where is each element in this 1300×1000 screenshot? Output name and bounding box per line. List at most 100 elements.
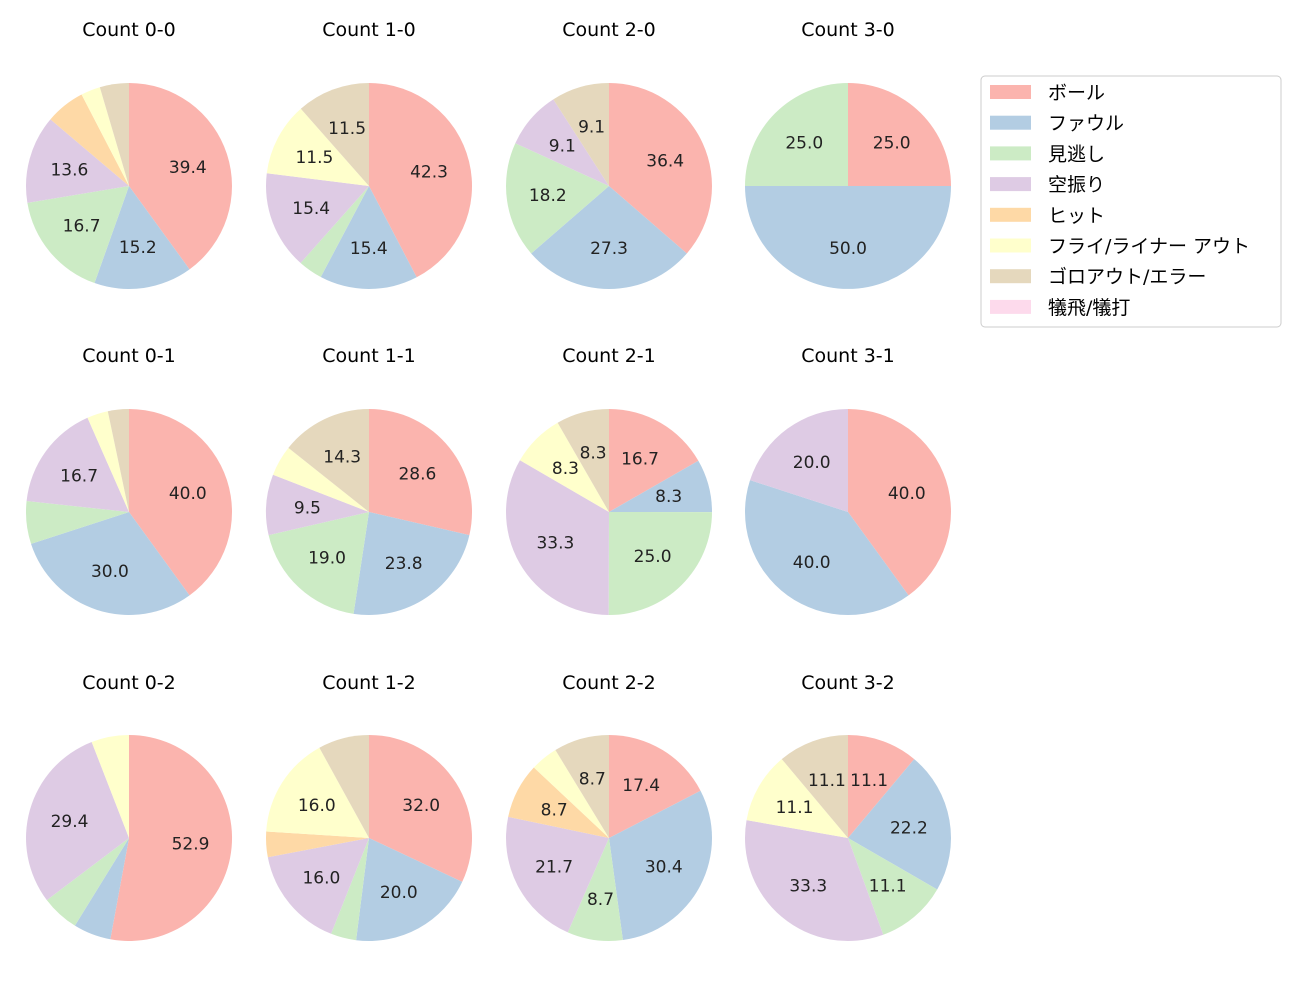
pie-slice-6 [87,411,129,512]
slice-label: 25.0 [873,133,911,153]
pie-title: Count 3-0 [801,19,895,41]
legend-label: ファウル [1048,113,1124,135]
pie-slice-7 [300,83,369,186]
pie-slice-3 [26,501,129,544]
pie-5: Count 0-1 40.0 30.0 16.7 [26,345,232,616]
pie-1: Count 0-0 39.4 15.2 16.7 13.6 [26,19,232,289]
pie-slice-3 [268,512,369,614]
slice-label: 8.7 [579,770,606,790]
pie-3: Count 2-0 36.4 27.3 18.2 9.19.1 [506,19,712,289]
pie-slice-3 [46,838,129,926]
pie-slice-3 [745,83,848,186]
pie-slice-6 [266,108,369,186]
pie-slice-6 [533,750,609,838]
pie-8: Count 3-1 40.0 40.0 20.0 [744,345,951,616]
slice-label: 40.0 [793,553,831,573]
pie-slice-7 [288,409,369,512]
pie-slice-6 [273,447,369,512]
legend-swatch [990,269,1031,284]
pie-title: Count 3-1 [801,345,895,367]
slice-label: 39.4 [169,158,207,178]
pie-slice-3 [567,838,623,941]
pie-slice-2 [531,186,687,289]
pie-2: Count 1-0 42.3 15.4 15.4 11.5 11.5 [265,19,473,290]
pie-slice-3 [848,838,938,935]
pie-slice-5 [50,94,129,186]
slice-label: 9.1 [578,118,605,138]
pie-slice-2 [356,838,463,942]
pie-slice-7 [781,735,848,838]
slice-label: 11.1 [869,876,907,896]
pie-slice-4 [750,409,848,512]
pie-slice-4 [265,474,369,536]
pie-slice-7 [319,735,369,838]
pie-slice-2 [31,512,190,616]
pie-slice-2 [320,186,417,290]
pie-slice-1 [369,83,473,278]
legend-label: ボール [1048,82,1105,104]
slice-label: 11.1 [850,771,888,791]
slice-label: 20.0 [380,883,418,903]
slice-label: 11.1 [808,771,846,791]
slice-label: 16.0 [302,868,340,888]
pie-slice-1 [848,409,951,596]
slice-label: 17.4 [622,776,660,796]
slice-label: 36.4 [646,151,684,171]
legend-swatch [990,299,1031,314]
pie-slice-1 [129,409,232,596]
legend-label: 犠飛/犠打 [1048,297,1130,319]
slice-label: 14.3 [323,447,361,467]
slice-label: 15.4 [292,199,330,219]
pie-title: Count 1-1 [322,345,416,367]
legend-swatch [990,238,1031,253]
slice-label: 42.3 [410,162,448,182]
pie-slice-1 [609,409,699,512]
pie-slice-4 [26,742,129,901]
pie-slice-4 [505,460,609,615]
slice-label: 15.2 [119,238,157,258]
pie-6: Count 1-1 28.6 23.8 19.0 9.5 14.3 [265,345,473,615]
slice-label: 8.3 [580,443,607,463]
pie-slice-6 [266,747,369,838]
pie-7: Count 2-116.78.325.033.38.38.3 [505,345,713,616]
slice-label: 28.6 [398,465,436,485]
pie-slice-2 [609,460,713,513]
legend-swatch [990,115,1031,130]
pie-slice-6 [91,735,129,838]
pie-slice-1 [848,83,951,186]
pie-title: Count 0-0 [82,19,176,41]
slice-label: 11.1 [776,798,814,818]
slice-label: 40.0 [888,484,926,504]
slice-label: 16.7 [621,450,659,470]
slice-label: 8.7 [541,801,568,821]
slice-label: 21.7 [535,857,573,877]
slice-label: 52.9 [172,835,210,855]
slice-label: 8.7 [587,890,614,910]
slice-label: 16.7 [60,467,98,487]
pies-area: Count 0-0 39.4 15.2 16.7 13.6 Count 1-0 42.3 15… [26,19,951,942]
pie-slice-2 [353,512,470,615]
slice-label: 18.2 [529,186,567,206]
pie-slice-5 [265,831,369,858]
pie-slice-2 [744,480,909,616]
pie-title: Count 2-1 [562,345,656,367]
pie-slice-7 [557,409,609,512]
pie-12: Count 3-211.122.211.133.311.111.1 [744,672,951,942]
slice-label: 19.0 [308,548,346,568]
pie-slice-1 [848,735,915,838]
pie-slice-1 [609,735,701,838]
pie-title: Count 0-2 [82,672,176,694]
pie-title: Count 0-1 [82,345,176,367]
slice-label: 15.4 [350,239,388,259]
pie-slice-1 [369,735,473,882]
slice-label: 25.0 [785,133,823,153]
pie-slice-7 [107,409,129,512]
pie-10: Count 1-2 32.0 20.0 16.0 16.0 [265,672,473,942]
legend-label: 見逃し [1048,143,1105,165]
pie-slice-4 [26,417,130,512]
pie-9: Count 0-2 52.9 29.4 [26,672,233,941]
slice-label: 20.0 [793,453,831,473]
slice-label: 16.7 [63,217,101,237]
slice-label: 27.3 [590,239,628,259]
